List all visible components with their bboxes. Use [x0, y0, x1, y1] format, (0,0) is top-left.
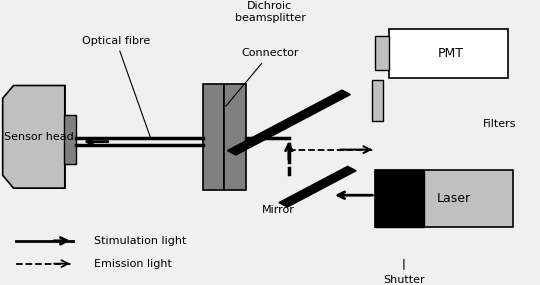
Text: Laser: Laser: [436, 192, 471, 205]
Bar: [375, 170, 424, 227]
Bar: [3, 111, 15, 128]
Bar: [372, 80, 383, 121]
Text: Connector: Connector: [226, 48, 299, 106]
Bar: [375, 170, 513, 227]
Text: Sensor head: Sensor head: [4, 132, 74, 142]
Bar: [202, 84, 224, 190]
Text: Shutter: Shutter: [383, 259, 425, 285]
Bar: [389, 28, 508, 78]
Bar: [3, 142, 15, 160]
Polygon shape: [279, 166, 356, 207]
Text: Dichroic
beamsplitter: Dichroic beamsplitter: [234, 1, 306, 23]
Text: Mirror: Mirror: [262, 197, 302, 215]
Text: Filters: Filters: [483, 119, 517, 129]
Bar: [375, 36, 389, 70]
Bar: [246, 16, 529, 256]
Bar: [14, 86, 65, 188]
Polygon shape: [227, 90, 350, 155]
Text: Stimulation light: Stimulation light: [94, 236, 187, 246]
Polygon shape: [3, 86, 65, 188]
Bar: [224, 84, 246, 190]
Text: Optical fibre: Optical fibre: [82, 36, 150, 137]
Text: PMT: PMT: [438, 47, 464, 60]
Text: Emission light: Emission light: [94, 258, 172, 269]
Bar: [64, 115, 76, 164]
